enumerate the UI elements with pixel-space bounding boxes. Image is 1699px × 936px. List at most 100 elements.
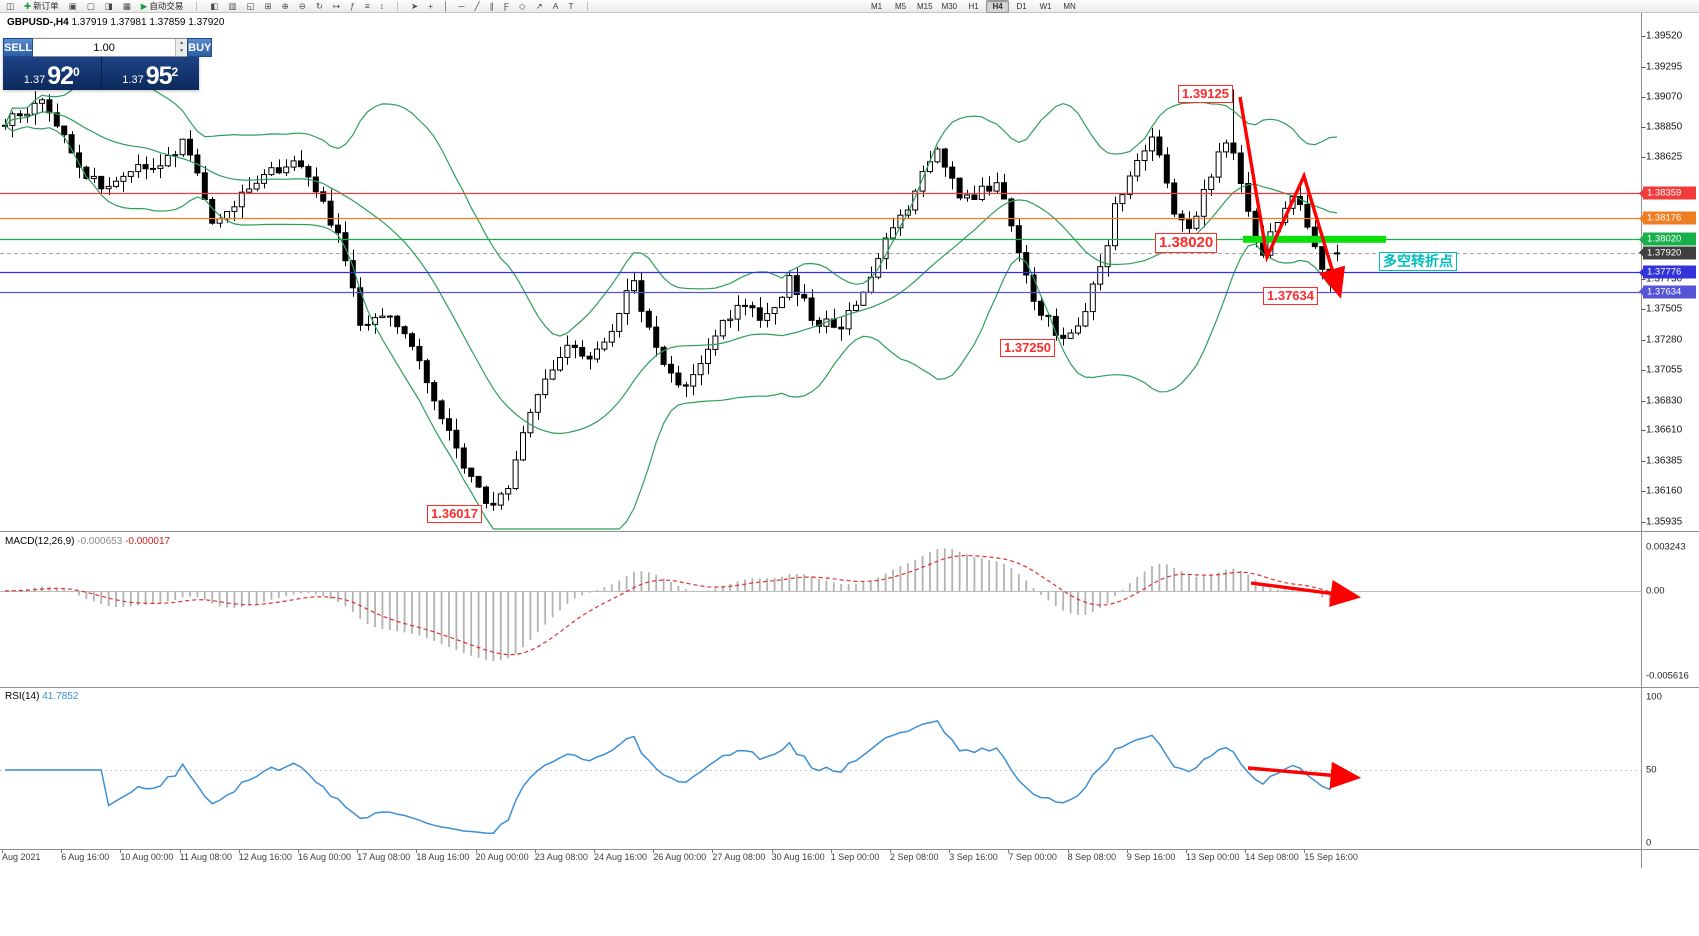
text-icon: A: [552, 1, 559, 11]
timeframe-mn[interactable]: MN: [1063, 1, 1076, 11]
zoom-in-button[interactable]: ⊕: [279, 0, 292, 13]
annotation-low-136017[interactable]: 1.36017: [427, 505, 482, 523]
annotation-level-137250[interactable]: 1.37250: [1000, 339, 1055, 357]
zoom-in-icon: ⊕: [281, 1, 289, 11]
bollinger-band: [4, 124, 1338, 530]
chart-shift-button[interactable]: ↦: [330, 0, 343, 13]
text-button[interactable]: A: [550, 0, 562, 13]
annotation-level-138020[interactable]: 1.38020: [1155, 233, 1218, 253]
new-order-button[interactable]: ✚ 新订单: [21, 0, 62, 13]
indicators-button[interactable]: ƒ: [347, 0, 358, 13]
shapes-button[interactable]: ◇: [516, 0, 529, 13]
trendline-button[interactable]: ╱: [471, 0, 482, 13]
arrows-icon: ↗: [535, 1, 543, 11]
crosshair-button[interactable]: +: [425, 0, 436, 13]
tile-windows-button[interactable]: ⊞: [261, 0, 274, 13]
label-icon: T: [568, 1, 574, 11]
time-axis-label: Aug 2021: [2, 852, 41, 862]
time-axis-label: 8 Sep 08:00: [1067, 852, 1117, 862]
price-tag-137776: 1.37776: [1639, 265, 1696, 279]
macd-signal-value: -0.000017: [125, 536, 171, 547]
time-axis-label: 12 Aug 16:00: [238, 852, 292, 862]
sell-button[interactable]: SELL: [3, 38, 34, 57]
objects-list-button[interactable]: ≡: [362, 0, 373, 13]
price-axis-label: 1.37280: [1646, 334, 1683, 346]
price-axis-label: 1.37055: [1646, 364, 1683, 376]
timeframe-m5[interactable]: M5: [894, 1, 907, 11]
price-tag-138359: 1.38359: [1639, 186, 1696, 200]
timeframe-m15[interactable]: M15: [917, 1, 933, 11]
rsi-value: 41.7852: [42, 691, 79, 702]
timeframe-h1[interactable]: H1: [968, 1, 979, 11]
cascade-windows-button[interactable]: ◱: [243, 0, 257, 13]
horizontal-line-button[interactable]: ─: [455, 0, 467, 13]
price-tag-137634: 1.37634: [1639, 285, 1696, 299]
annotation-level-137634[interactable]: 1.37634: [1263, 287, 1318, 305]
market-watch-icon: ▣: [68, 1, 77, 11]
chart-shift-icon: ↦: [332, 1, 341, 11]
volume-input[interactable]: [33, 39, 176, 56]
fibonacci-button[interactable]: Ƒ: [501, 0, 512, 13]
auto-scroll-button[interactable]: ↻: [313, 0, 326, 13]
time-axis-label: 20 Aug 00:00: [475, 852, 529, 862]
fullscreen-icon: ↕: [379, 1, 385, 11]
ask-price-box[interactable]: 1.37 95 2: [101, 57, 199, 90]
cursor-icon: ➤: [411, 1, 419, 11]
data-window-button[interactable]: ▢: [84, 0, 98, 13]
rsi-line: [5, 719, 1338, 834]
terminal-icon: ◫: [6, 1, 15, 11]
volume-up-button[interactable]: ▲: [176, 39, 188, 48]
timeframe-h4[interactable]: H4: [986, 0, 1010, 13]
trend-arrow-macd[interactable]: [1250, 579, 1362, 607]
navigator-icon: ◨: [104, 1, 113, 11]
timeframe-d1[interactable]: D1: [1016, 1, 1027, 11]
rsi-axis-label: 50: [1646, 764, 1657, 776]
zoom-out-button[interactable]: ⊖: [296, 0, 309, 13]
indicators-icon: ƒ: [350, 1, 355, 11]
time-axis-label: 16 Aug 00:00: [298, 852, 352, 862]
channel-button[interactable]: ∥: [487, 0, 497, 13]
timeframe-toolbar: M1 M5 M15 M30 H1 H4 D1 W1 MN: [865, 0, 1082, 13]
support-zone-highlight[interactable]: [1243, 235, 1386, 243]
ask-pip-digit: 2: [171, 65, 179, 79]
time-axis-label: 7 Sep 00:00: [1008, 852, 1057, 862]
price-axis-label: 1.38850: [1646, 121, 1683, 133]
timeframe-m1[interactable]: M1: [870, 1, 883, 11]
label-button[interactable]: T: [565, 0, 576, 13]
fullscreen-button[interactable]: ↕: [377, 0, 387, 13]
new-chart-button[interactable]: ◧: [207, 0, 221, 13]
trend-arrow-rsi[interactable]: [1247, 761, 1362, 789]
new-order-icon: ✚: [24, 1, 32, 11]
autotrading-button[interactable]: ▶ 自动交易: [138, 0, 187, 13]
charts-grid-button[interactable]: ▦: [120, 0, 134, 13]
market-watch-button[interactable]: ▣: [66, 0, 80, 13]
time-axis-label: 1 Sep 00:00: [830, 852, 880, 862]
arrows-button[interactable]: ↗: [533, 0, 546, 13]
bid-price-box[interactable]: 1.37 92 0: [3, 57, 102, 90]
turning-point-annotation[interactable]: 多空转折点: [1379, 252, 1457, 271]
cursor-button[interactable]: ➤: [408, 0, 421, 13]
price-axis-label: 1.39070: [1646, 91, 1683, 103]
macd-axis-label: 0.00: [1646, 585, 1665, 597]
macd-axis-label: -0.005616: [1646, 670, 1689, 682]
profiles-button[interactable]: ▥: [225, 0, 239, 13]
shapes-icon: ◇: [519, 1, 526, 11]
rsi-axis-label: 0: [1646, 837, 1652, 849]
volume-down-button[interactable]: ▼: [176, 47, 188, 56]
navigator-button[interactable]: ◨: [102, 0, 116, 13]
price-axis-label: 1.38625: [1646, 151, 1683, 163]
terminal-button[interactable]: ◫: [3, 0, 17, 13]
rsi-indicator-label: RSI(14) 41.7852: [5, 691, 78, 702]
timeframe-m30[interactable]: M30: [941, 1, 958, 11]
one-click-trading-panel: SELL ▲ ▼ BUY 1.37 92 0 1.37 95 2: [3, 38, 213, 90]
vertical-line-button[interactable]: │: [440, 0, 451, 13]
macd-indicator-label: MACD(12,26,9) -0.000653 -0.000017: [5, 536, 170, 547]
time-axis-label: 24 Aug 16:00: [594, 852, 648, 862]
timeframe-w1[interactable]: W1: [1039, 1, 1052, 11]
price-axis-label: 1.39295: [1646, 61, 1683, 72]
time-axis-label: 23 Aug 08:00: [534, 852, 588, 862]
buy-button[interactable]: BUY: [187, 38, 213, 57]
trend-arrow-main[interactable]: [1238, 96, 1346, 299]
annotation-high-139125[interactable]: 1.39125: [1178, 85, 1233, 103]
